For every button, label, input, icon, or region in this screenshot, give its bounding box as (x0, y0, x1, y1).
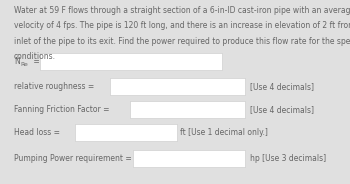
Text: Fanning Friction Factor =: Fanning Friction Factor = (14, 105, 110, 114)
Text: Water at 59 F flows through a straight section of a 6-in-ID cast-iron pipe with : Water at 59 F flows through a straight s… (14, 6, 350, 15)
Text: Pumping Power requirement =: Pumping Power requirement = (14, 154, 132, 163)
FancyBboxPatch shape (40, 53, 222, 70)
Text: N: N (14, 57, 20, 66)
FancyBboxPatch shape (133, 150, 245, 167)
Text: [Use 4 decimals]: [Use 4 decimals] (250, 105, 314, 114)
Text: Re: Re (20, 62, 28, 68)
FancyBboxPatch shape (75, 124, 177, 141)
Text: relative roughness =: relative roughness = (14, 82, 94, 91)
Text: velocity of 4 fps. The pipe is 120 ft long, and there is an increase in elevatio: velocity of 4 fps. The pipe is 120 ft lo… (14, 21, 350, 30)
Text: [Use 4 decimals]: [Use 4 decimals] (250, 82, 314, 91)
FancyBboxPatch shape (110, 78, 245, 95)
Text: hp [Use 3 decimals]: hp [Use 3 decimals] (250, 154, 326, 163)
Text: =: = (31, 57, 40, 66)
FancyBboxPatch shape (130, 101, 245, 118)
Text: Head loss =: Head loss = (14, 128, 60, 137)
Text: inlet of the pipe to its exit. Find the power required to produce this flow rate: inlet of the pipe to its exit. Find the … (14, 37, 350, 46)
Text: ft [Use 1 decimal only.]: ft [Use 1 decimal only.] (180, 128, 268, 137)
Text: conditions.: conditions. (14, 52, 56, 61)
